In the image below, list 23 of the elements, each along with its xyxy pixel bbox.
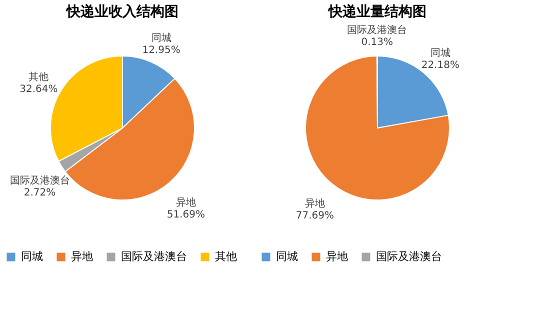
data-label: 0.13% (361, 37, 393, 48)
legend-label: 同城 (21, 250, 43, 263)
slice-label: 国际及港澳台 (10, 174, 70, 187)
category-label: 同城 (276, 250, 298, 263)
slice-label: 同城 (151, 32, 172, 44)
chart-title: 快递业收入结构图 (66, 3, 178, 20)
legend-label: 其他 (215, 250, 237, 263)
data-label: 32.64% (20, 84, 58, 96)
data-label: 12.95% (142, 45, 180, 56)
slice-label: 异地 (326, 250, 348, 263)
legend-label: 异地 (71, 250, 93, 263)
chart-title: 快递业量结构图 (328, 3, 426, 20)
slice-label: 其他 (28, 71, 49, 84)
slice-label: 同城 (430, 46, 450, 59)
slice-label: 异地 (304, 197, 325, 210)
legend-label: 国际及港澳台 (376, 250, 442, 263)
data-label: 22.18% (421, 60, 460, 71)
slice-label: 异地 (176, 196, 196, 209)
data-label: 51.69% (166, 210, 206, 221)
data-label: 2.72% (24, 188, 56, 199)
legend-label: 国际及港澳台 (121, 250, 187, 263)
slice-label: 国际及港澳台 (347, 24, 408, 36)
data-label: 77.69% (296, 210, 334, 222)
